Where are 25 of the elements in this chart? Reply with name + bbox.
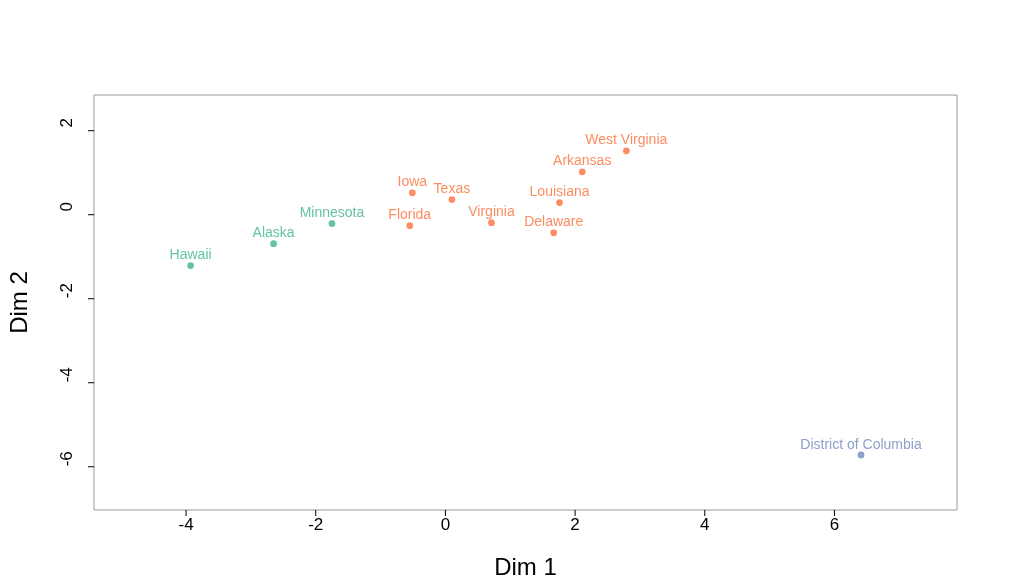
data-label: West Virginia: [585, 131, 668, 148]
data-label: Texas: [433, 180, 471, 197]
data-label: Alaska: [252, 224, 295, 241]
x-axis-title: Dim 1: [494, 553, 557, 580]
y-tick-label: -4: [57, 367, 76, 383]
x-tick-label: 0: [440, 515, 451, 535]
x-tick-label: 2: [570, 515, 580, 535]
x-tick-label: -4: [178, 515, 194, 535]
data-label: Delaware: [524, 213, 584, 230]
y-axis-title: Dim 2: [4, 271, 32, 334]
y-tick-label: -2: [57, 283, 76, 299]
y-tick-label: 0: [57, 201, 76, 212]
y-tick-label: 2: [57, 117, 76, 128]
data-label: Iowa: [397, 173, 428, 190]
x-tick-label: -2: [308, 515, 324, 535]
x-tick-label: 4: [700, 515, 710, 535]
x-tick-label: 6: [829, 515, 840, 535]
y-tick-label: -6: [57, 451, 76, 467]
data-label: Louisiana: [529, 183, 590, 200]
data-label: District of Columbia: [800, 435, 922, 452]
data-label: Florida: [388, 206, 432, 223]
data-label: Minnesota: [299, 204, 365, 221]
data-label: Virginia: [468, 203, 515, 220]
data-label: Arkansas: [553, 152, 612, 169]
data-label: Hawaii: [169, 246, 212, 263]
